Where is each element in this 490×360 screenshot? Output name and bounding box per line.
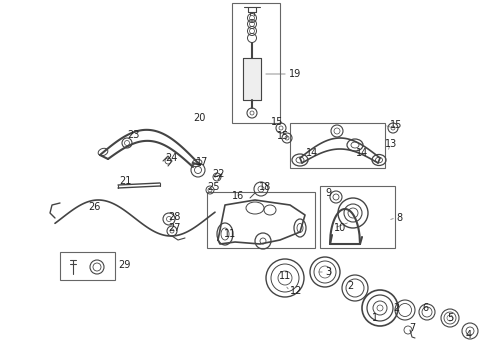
Text: 6: 6: [422, 303, 428, 313]
Text: 15: 15: [390, 120, 402, 130]
Bar: [207, 192, 315, 248]
Text: 22: 22: [212, 169, 224, 179]
Text: 27: 27: [168, 223, 180, 233]
Text: 12: 12: [290, 286, 302, 296]
Text: 25: 25: [207, 182, 220, 192]
Text: 2: 2: [347, 281, 353, 291]
Text: 18: 18: [259, 182, 271, 192]
Text: 29: 29: [118, 260, 130, 270]
Text: 21: 21: [119, 176, 131, 186]
Text: 1: 1: [372, 313, 378, 323]
Text: 5: 5: [447, 313, 453, 323]
Bar: [232, 3, 280, 123]
Text: 20: 20: [193, 113, 205, 123]
Text: 9: 9: [325, 188, 331, 198]
Text: 10: 10: [334, 223, 346, 233]
Text: 14: 14: [356, 148, 368, 158]
Text: 19: 19: [289, 69, 301, 79]
Text: 13: 13: [385, 139, 397, 149]
Text: 15: 15: [277, 131, 290, 141]
Text: 14: 14: [306, 148, 318, 158]
Text: 11: 11: [279, 271, 291, 281]
Text: 23: 23: [127, 130, 139, 140]
Bar: [290, 123, 385, 168]
Bar: [60, 252, 115, 280]
Text: 11: 11: [224, 229, 236, 239]
Text: 3: 3: [325, 267, 331, 277]
Text: 8: 8: [396, 213, 402, 223]
Text: 26: 26: [88, 202, 100, 212]
Text: 7: 7: [409, 323, 415, 333]
Text: 15: 15: [271, 117, 283, 127]
Text: 17: 17: [196, 157, 208, 167]
Text: 28: 28: [168, 212, 180, 222]
Bar: [320, 186, 395, 248]
Text: 16: 16: [232, 191, 244, 201]
Text: 2: 2: [393, 303, 399, 313]
Text: 4: 4: [466, 330, 472, 340]
Text: 24: 24: [165, 153, 177, 163]
